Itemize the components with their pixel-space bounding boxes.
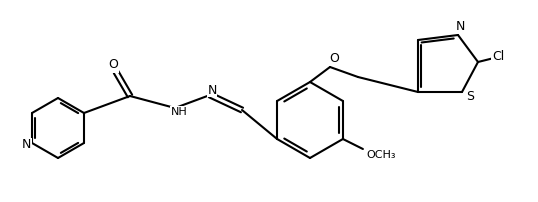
Text: OCH₃: OCH₃ [366, 150, 395, 160]
Text: S: S [466, 90, 474, 103]
Text: N: N [22, 139, 31, 152]
Text: O: O [329, 53, 339, 65]
Text: O: O [108, 59, 118, 72]
Text: N: N [207, 83, 217, 97]
Text: NH: NH [171, 107, 187, 117]
Text: Cl: Cl [492, 50, 504, 63]
Text: N: N [455, 20, 465, 34]
